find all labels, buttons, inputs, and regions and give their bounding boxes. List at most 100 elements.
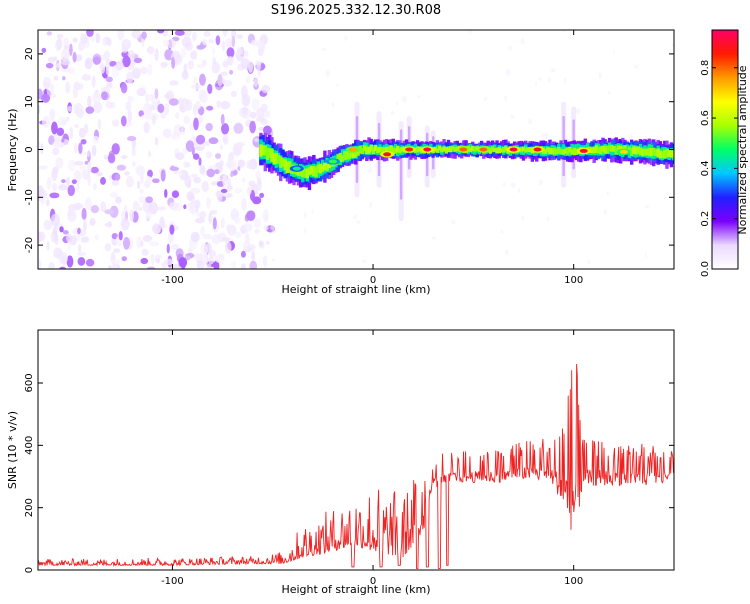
noise-blob [234,231,242,239]
ridge-cell [265,147,270,160]
noise-blob [255,107,265,120]
colorbar-label: Normalized spectral amplitude [736,65,749,234]
noise-blob [146,266,156,269]
noise-blob [91,144,97,157]
ridge-cell [435,148,440,153]
noise-speck [265,214,269,221]
ridge-cell [546,147,550,153]
hot-spot [533,147,542,152]
ridge-cell [521,147,526,156]
noise-blob [100,177,106,185]
noise-blob [68,43,73,56]
ridge-cell [647,148,652,157]
noise-blob [211,48,216,55]
noise-blob [62,76,66,81]
ridge-cell [599,146,603,155]
noise-blob [59,226,64,233]
noise-blob [111,143,120,155]
noise-blob [125,101,132,112]
noise-blob [204,140,210,146]
ridge-cell [259,144,263,157]
noise-blob [138,195,147,203]
noise-blob [183,204,187,210]
ridge-cell [572,147,576,155]
ridge-cell [360,148,365,155]
noise-blob [118,231,123,241]
noise-blob [89,217,96,227]
x-tick-label: -100 [161,576,184,587]
noise-blob [59,266,66,269]
noise-blob [136,88,147,97]
noise-blob [142,234,153,242]
ridge-cell [497,147,501,154]
hot-spot [509,147,518,152]
noise-blob [92,91,102,104]
noise-blob [104,243,112,252]
noise-blob [236,34,244,39]
noise-blob [262,255,268,268]
ridge-cell [320,164,325,172]
spectrogram-y-label: Frequency (Hz) [6,109,19,192]
noise-blob [114,173,121,181]
ridge-cell [268,148,272,158]
noise-blob [205,122,213,132]
noise-speck [483,97,488,102]
ridge-cell [415,146,420,153]
noise-speck [416,95,421,99]
noise-blob [246,186,252,196]
noise-blob [77,244,82,253]
noise-blob [219,144,224,150]
noise-blob [46,241,50,251]
noise-blob [84,197,92,211]
noise-blob [102,37,107,47]
noise-blob [45,199,50,207]
ridge-cell [554,148,559,155]
y-tick-label: 20 [24,48,35,61]
noise-blob [220,188,228,194]
noise-speck [587,259,591,264]
noise-blob [222,30,228,37]
noise-blob [168,201,179,211]
noise-blob [43,219,53,230]
noise-blob [110,191,118,199]
noise-blob [240,250,246,258]
noise-blob [222,133,229,146]
colorbar: 0.0 0.2 0.4 0.6 0.8 Normalized spectral ampl… [700,29,749,277]
noise-blob [171,190,180,199]
ridge-cell [384,146,389,154]
noise-blob [127,95,134,102]
noise-blob [150,253,155,266]
snr-series-line [38,363,674,569]
ridge-cell [287,161,292,173]
ridge-cell [632,146,636,154]
noise-blob [147,169,153,178]
noise-blob [156,30,165,34]
noise-blob [96,172,103,177]
noise-blob [208,212,213,224]
noise-blob [230,261,237,269]
ridge-cell [561,149,565,155]
noise-blob [159,216,165,230]
ridge-cell [658,150,663,159]
noise-blob [250,111,257,119]
noise-blob [121,210,125,221]
noise-blob [241,177,246,183]
noise-speck [504,249,509,255]
noise-blob [169,80,179,86]
noise-speck [353,214,357,220]
noise-speck [504,95,508,102]
noise-blob [184,162,191,168]
noise-blob [235,142,246,147]
noise-blob [38,259,42,269]
ridge-cell [303,169,307,178]
ridge-cell [612,145,616,152]
noise-blob [253,218,262,229]
noise-blob [127,110,132,123]
noise-blob [104,222,112,227]
ridge-cell [629,148,634,157]
noise-blob [196,211,200,217]
noise-blob [154,226,161,234]
noise-blob [254,228,260,234]
